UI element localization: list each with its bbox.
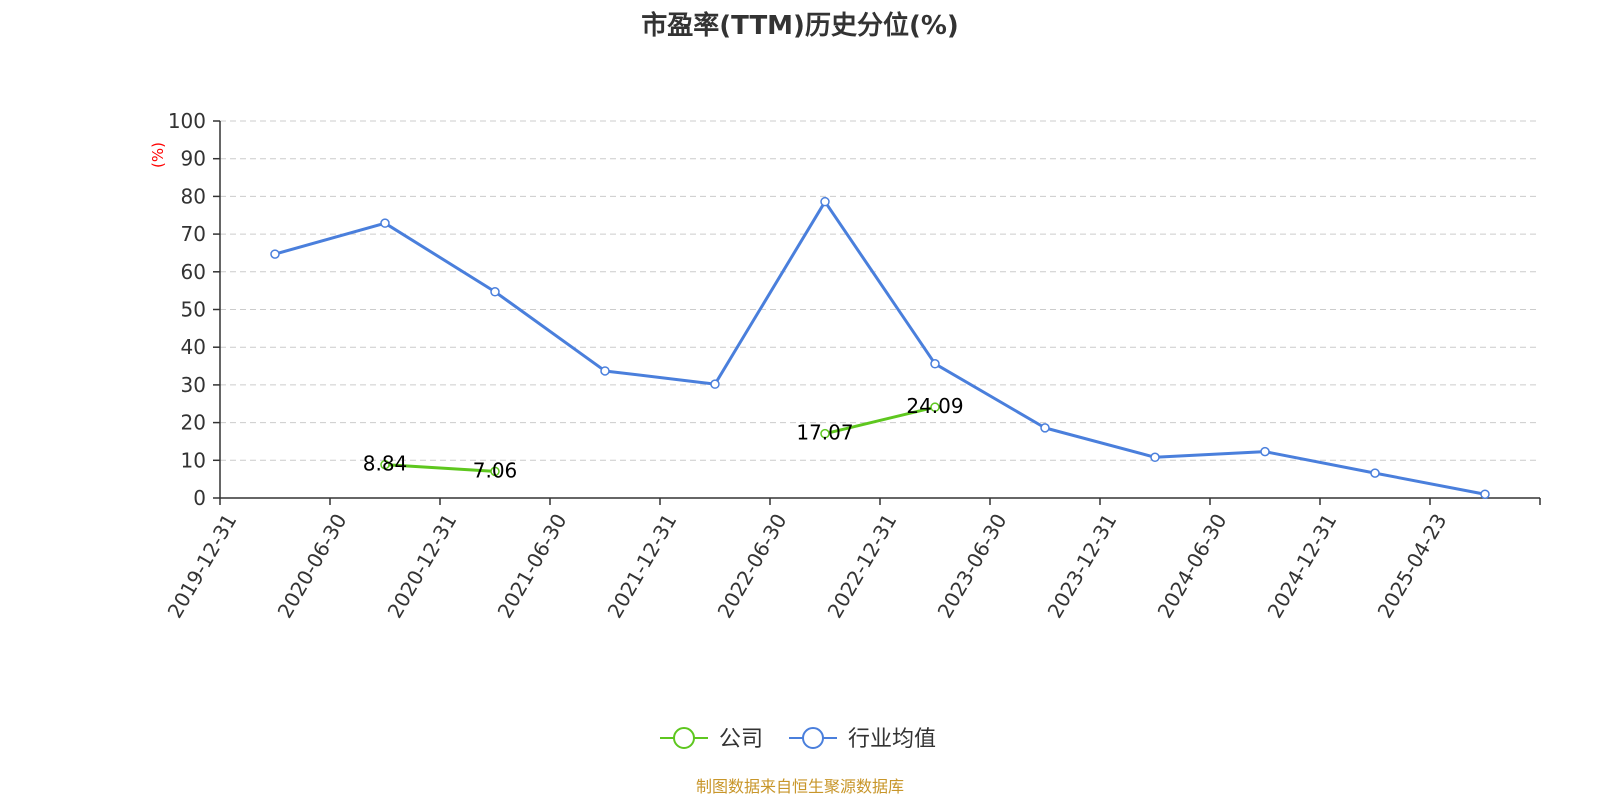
data-point-1-2024-06-30 bbox=[1260, 446, 1270, 457]
legend-marker-company bbox=[673, 727, 695, 749]
series-company: 8.84 7.06 17.07 24.09 bbox=[363, 394, 964, 482]
data-point-0-2020-06-30 bbox=[380, 459, 390, 470]
series-line-0-segment-1 bbox=[824, 405, 936, 436]
y-tick-label-10: 10 bbox=[181, 448, 206, 472]
legend-item-industry-average[interactable]: 行业均值 bbox=[789, 727, 936, 752]
data-point-1-2023-06-30 bbox=[1040, 423, 1050, 433]
data-point-1-2019-12-31 bbox=[270, 249, 280, 259]
data-point-0-2022-06-30 bbox=[820, 428, 830, 439]
data-point-0-2020-12-31 bbox=[490, 466, 500, 477]
data-point-1-2021-12-31 bbox=[710, 379, 720, 389]
data-point-1-2023-12-31 bbox=[1150, 452, 1160, 463]
x-tick-label-2023-12-31: 2023-12-31 bbox=[1043, 510, 1122, 623]
y-tick-label-100: 100 bbox=[168, 109, 206, 133]
data-point-0-2022-12-31 bbox=[930, 402, 940, 412]
legend-marker-industry-average bbox=[802, 727, 824, 749]
chart-title: 市盈率(TTM)历史分位(%) bbox=[641, 10, 959, 41]
data-label-0-2022-12-31: 24.09 bbox=[906, 394, 963, 418]
x-tick-label-2020-06-30: 2020-06-30 bbox=[273, 510, 352, 623]
data-point-1-2022-06-30 bbox=[820, 196, 830, 207]
data-point-1-2025-04-23 bbox=[1480, 489, 1490, 499]
y-tick-label-30: 30 bbox=[181, 373, 206, 397]
y-tick-label-60: 60 bbox=[181, 260, 206, 284]
y-axis-ticks: 0 10 20 30 40 50 60 70 80 90 100 bbox=[168, 109, 220, 510]
series-industry-average bbox=[270, 196, 1490, 499]
data-label-0-2020-12-31: 7.06 bbox=[473, 458, 518, 482]
legend-item-company[interactable]: 公司 bbox=[660, 727, 763, 752]
data-point-1-2022-12-31 bbox=[930, 359, 940, 369]
x-tick-label-2021-06-30: 2021-06-30 bbox=[493, 510, 572, 623]
series-line-1-segment-0 bbox=[274, 200, 1486, 496]
y-tick-label-50: 50 bbox=[181, 298, 206, 322]
x-tick-label-2023-06-30: 2023-06-30 bbox=[933, 510, 1012, 623]
gridlines bbox=[220, 120, 1540, 461]
y-tick-label-80: 80 bbox=[181, 184, 206, 208]
x-axis-ticks: 2019-12-31 2020-06-30 2020-12-31 2021-06-30… bbox=[163, 498, 1541, 623]
data-point-1-2021-06-30 bbox=[600, 366, 610, 376]
data-label-0-2022-06-30: 17.07 bbox=[796, 421, 853, 445]
x-tick-label-2019-12-31: 2019-12-31 bbox=[163, 510, 242, 623]
y-axis-unit-label: (%) bbox=[149, 142, 167, 168]
y-tick-label-70: 70 bbox=[181, 222, 206, 246]
x-tick-label-2024-06-30: 2024-06-30 bbox=[1153, 510, 1232, 623]
x-tick-label-2025-04-23: 2025-04-23 bbox=[1373, 510, 1452, 623]
series-line-0-segment-0 bbox=[384, 463, 496, 473]
x-tick-label-2022-12-31: 2022-12-31 bbox=[823, 510, 902, 623]
y-tick-label-0: 0 bbox=[193, 486, 206, 510]
x-tick-label-2021-12-31: 2021-12-31 bbox=[603, 510, 682, 623]
legend[interactable]: 公司 行业均值 bbox=[660, 727, 936, 752]
y-tick-label-90: 90 bbox=[181, 147, 206, 171]
data-label-0-2020-06-30: 8.84 bbox=[363, 452, 408, 476]
data-point-1-2020-12-31 bbox=[490, 287, 500, 297]
x-tick-label-2024-12-31: 2024-12-31 bbox=[1263, 510, 1342, 623]
legend-label-company: 公司 bbox=[719, 727, 763, 752]
data-point-1-2024-12-31 bbox=[1370, 468, 1380, 478]
y-tick-label-40: 40 bbox=[181, 335, 206, 359]
x-tick-label-2020-12-31: 2020-12-31 bbox=[383, 510, 462, 623]
series-layer: 8.84 7.06 17.07 24.09 bbox=[270, 196, 1490, 499]
data-source-note: 制图数据来自恒生聚源数据库 bbox=[696, 777, 904, 796]
y-tick-label-20: 20 bbox=[181, 411, 206, 435]
x-tick-label-2022-06-30: 2022-06-30 bbox=[713, 510, 792, 623]
legend-label-industry-average: 行业均值 bbox=[848, 727, 936, 752]
data-point-1-2020-06-30 bbox=[380, 218, 390, 228]
